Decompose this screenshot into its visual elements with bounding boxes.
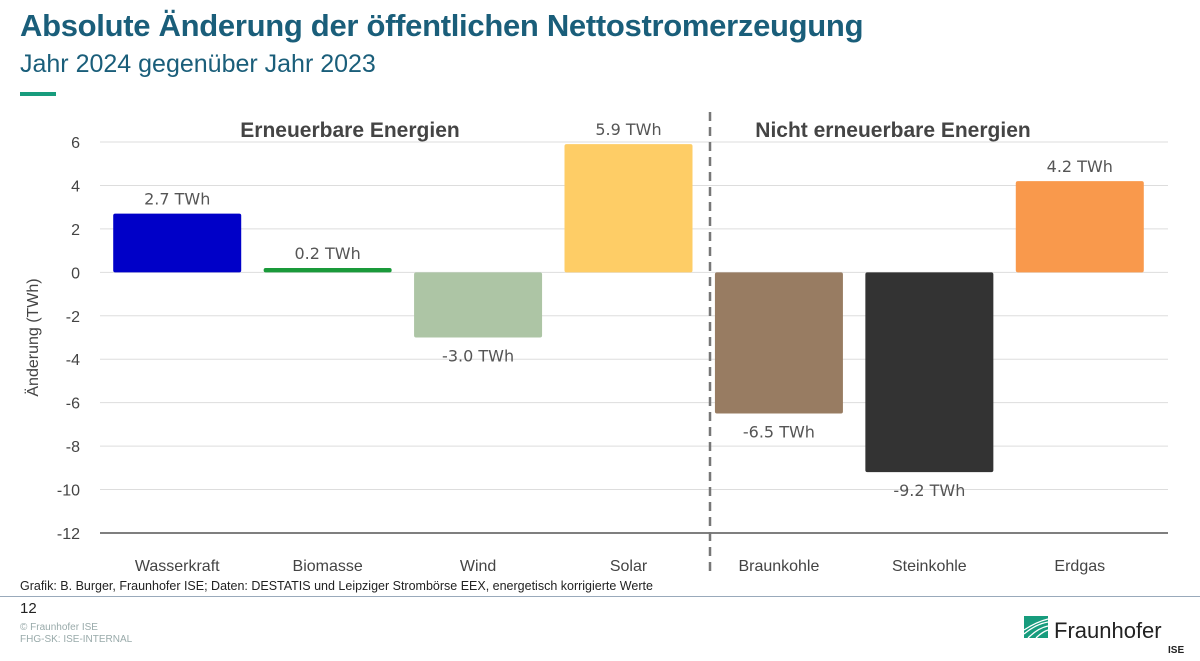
bar-erdgas — [1015, 181, 1144, 273]
data-label: 4.2 TWh — [1047, 157, 1113, 176]
page-title: Absolute Änderung der öffentlichen Netto… — [20, 8, 864, 43]
page-number: 12 — [20, 600, 37, 617]
bar-solar — [564, 144, 693, 273]
bar-wasserkraft — [113, 213, 242, 273]
bar-chart: 6 4 2 0 -2 -4 -6 -8 -10 -12 Änderung (TWh) Erneuerb… — [24, 112, 1168, 575]
y-tick-label: -4 — [66, 352, 80, 369]
data-label: -6.5 TWh — [743, 423, 815, 442]
bar-braunkohle — [714, 272, 843, 414]
y-tick-label: 2 — [71, 222, 80, 239]
svg-text:ISE: ISE — [1168, 645, 1184, 656]
footer-divider — [0, 596, 1200, 597]
x-tick-label: Solar — [610, 558, 648, 575]
page-subtitle: Jahr 2024 gegenüber Jahr 2023 — [20, 50, 376, 78]
y-axis-label: Änderung (TWh) — [24, 278, 42, 396]
y-tick-label: 0 — [71, 265, 80, 282]
data-label: -9.2 TWh — [893, 481, 965, 500]
classification: FHG-SK: ISE-INTERNAL — [20, 634, 133, 645]
bar-biomasse — [263, 267, 392, 273]
y-tick-label: -6 — [66, 396, 80, 413]
accent-bar — [20, 92, 56, 96]
x-tick-label: Braunkohle — [738, 558, 819, 575]
y-tick-label: -12 — [57, 526, 80, 543]
y-tick-label: 4 — [71, 178, 80, 195]
data-label: -3.0 TWh — [442, 347, 514, 366]
group-label: Erneuerbare Energien — [240, 119, 459, 142]
y-tick-label: -8 — [66, 439, 80, 456]
group-label: Nicht erneuerbare Energien — [755, 119, 1030, 142]
bar-wind — [414, 272, 543, 338]
y-tick-label: -2 — [66, 309, 80, 326]
x-tick-label: Erdgas — [1054, 558, 1105, 575]
x-tick-label: Wasserkraft — [135, 558, 220, 575]
x-tick-label: Steinkohle — [892, 558, 967, 575]
y-tick-label: 6 — [71, 135, 80, 152]
source-note: Grafik: B. Burger, Fraunhofer ISE; Daten… — [20, 579, 653, 593]
fraunhofer-logo: Fraunhofer ISE — [1023, 614, 1194, 660]
bar-steinkohle — [865, 272, 994, 473]
data-label: 5.9 TWh — [595, 120, 661, 139]
data-label: 2.7 TWh — [144, 190, 210, 209]
data-label: 0.2 TWh — [295, 244, 361, 263]
svg-text:Fraunhofer: Fraunhofer — [1054, 618, 1162, 643]
copyright: © Fraunhofer ISE — [20, 622, 98, 633]
x-tick-label: Wind — [460, 558, 496, 575]
x-tick-label: Biomasse — [293, 558, 363, 575]
y-tick-label: -10 — [57, 483, 80, 500]
